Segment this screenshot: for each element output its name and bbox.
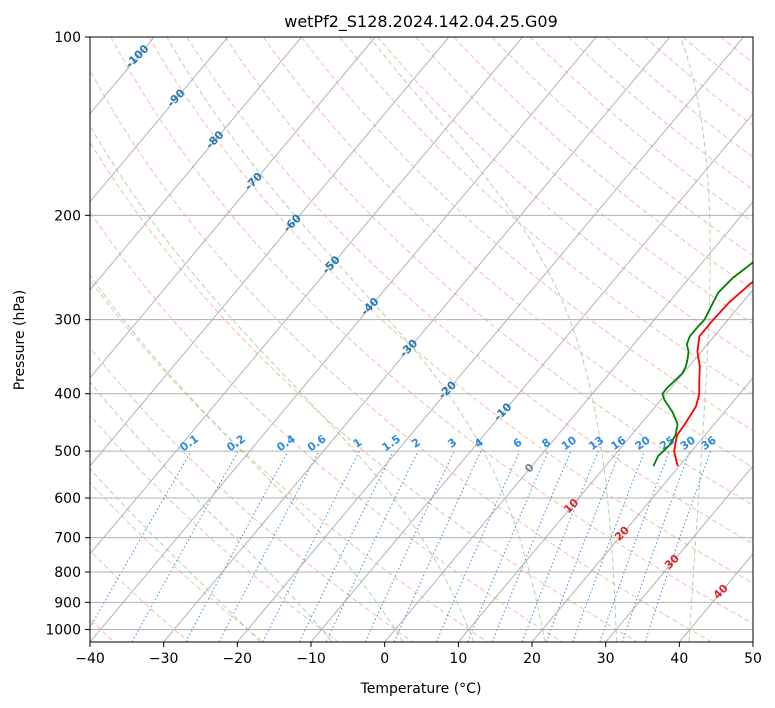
x-tick-label: −10 <box>296 651 326 667</box>
plot-area: -100-90-80-70-60-50-40-30-20-10010203040… <box>90 37 753 642</box>
dry-adiabat-line <box>90 279 488 642</box>
dry-adiabat-line <box>90 347 414 642</box>
y-tick-label: 500 <box>54 444 81 460</box>
isotherm-line <box>90 37 302 291</box>
mixing-ratio-line <box>644 450 712 642</box>
dry-adiabat-line <box>491 37 753 257</box>
y-tick-label: 600 <box>54 491 81 507</box>
x-axis-title: Temperature (°C) <box>360 681 482 697</box>
moist-adiabat-line <box>680 37 711 642</box>
isotherm-line <box>384 201 753 642</box>
isotherm-line <box>310 112 753 642</box>
x-tick-label: −20 <box>223 651 253 667</box>
isotherm-line <box>90 37 229 203</box>
mixing-ratio-line <box>599 450 670 642</box>
pressure-gridlines <box>90 37 753 630</box>
dry-adiabats <box>90 37 753 642</box>
dry-adiabat-line <box>224 37 753 506</box>
mixing-ratio-line <box>185 450 289 642</box>
isotherm-line <box>605 465 753 642</box>
dry-adiabat-line <box>339 37 753 395</box>
dry-adiabat-line <box>90 69 712 642</box>
dry-adiabat-line <box>90 414 339 642</box>
dry-adiabat-line <box>415 37 753 325</box>
isotherm-line <box>90 37 450 467</box>
x-tick-label: 20 <box>523 651 541 667</box>
moist-adiabat-line <box>166 37 546 642</box>
x-tick-label: 0 <box>380 651 389 667</box>
isotherm-line <box>90 37 597 642</box>
dry-adiabat-line <box>301 37 753 432</box>
isotherm-line <box>90 37 523 555</box>
x-tick-label: −30 <box>149 651 179 667</box>
isotherm-line <box>531 377 753 642</box>
y-tick-label: 800 <box>54 565 81 581</box>
dry-adiabat-line <box>148 37 753 584</box>
y-tick-label: 1000 <box>45 622 81 638</box>
isotherms <box>90 37 753 642</box>
dewpoint-line <box>652 261 753 467</box>
x-axis: −40 −30 −20 −10 0 10 20 30 40 50 <box>75 642 762 667</box>
mixing-ratio-line <box>262 450 360 642</box>
plot-frame <box>89 36 754 643</box>
isotherm-line <box>90 37 376 379</box>
sounding-series <box>652 261 753 467</box>
x-tick-label: 50 <box>744 651 762 667</box>
y-tick-label: 900 <box>54 595 81 611</box>
y-tick-label: 700 <box>54 531 81 547</box>
y-tick-label: 400 <box>54 387 81 403</box>
x-tick-label: −40 <box>75 651 105 667</box>
dry-adiabat-line <box>90 211 563 642</box>
x-tick-label: 10 <box>449 651 467 667</box>
dry-adiabat-line <box>377 37 753 360</box>
isotherm-line <box>163 37 671 642</box>
mixing-ratio-line <box>572 450 646 642</box>
x-tick-label: 30 <box>597 651 615 667</box>
temperature-line <box>673 280 753 467</box>
y-tick-label: 200 <box>54 208 81 224</box>
chart-title: wetPf2_S128.2024.142.04.25.G09 <box>284 12 558 32</box>
moist-adiabat-line <box>90 124 475 642</box>
dry-adiabat-line <box>90 482 264 642</box>
y-axis-title: Pressure (hPa) <box>12 290 28 390</box>
mixing-ratio-line <box>435 450 521 642</box>
dry-adiabat-line <box>568 37 753 191</box>
dry-adiabat-line <box>110 37 753 625</box>
isotherm-line <box>236 37 744 642</box>
dry-adiabat-line <box>186 37 753 545</box>
moist-adiabat-line <box>90 274 404 642</box>
dry-adiabat-line <box>90 141 638 642</box>
y-tick-label: 100 <box>54 30 81 46</box>
y-tick-label: 300 <box>54 313 81 329</box>
isotherm-line <box>457 289 753 642</box>
moist-adiabat-line <box>90 467 261 642</box>
mixing-ratio-line <box>521 450 599 642</box>
mixing-ratio-line <box>621 450 691 642</box>
mixing-ratio-line <box>298 450 394 642</box>
mixing-ratio-line <box>467 450 549 642</box>
mixing-ratio-line <box>545 450 621 642</box>
y-axis: 100 200 300 400 500 600 700 800 900 1000 <box>45 30 90 638</box>
x-tick-label: 40 <box>670 651 688 667</box>
